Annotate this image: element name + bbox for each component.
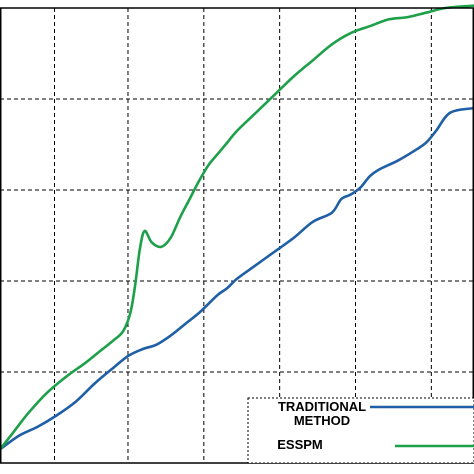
grid-lines — [0, 8, 474, 463]
series-line-traditional-method — [0, 106, 474, 451]
legend-box — [247, 397, 474, 464]
legend-label-traditional-line1: TRADITIONAL — [278, 399, 366, 414]
series-line-esspm — [0, 4, 474, 451]
plot-frame — [0, 7, 474, 464]
series-lines — [0, 4, 474, 451]
legend: TRADITIONAL METHOD ESSPM — [247, 397, 474, 464]
legend-label-traditional-line2: METHOD — [294, 413, 350, 428]
legend-label-esspm: ESSPM — [277, 437, 323, 452]
